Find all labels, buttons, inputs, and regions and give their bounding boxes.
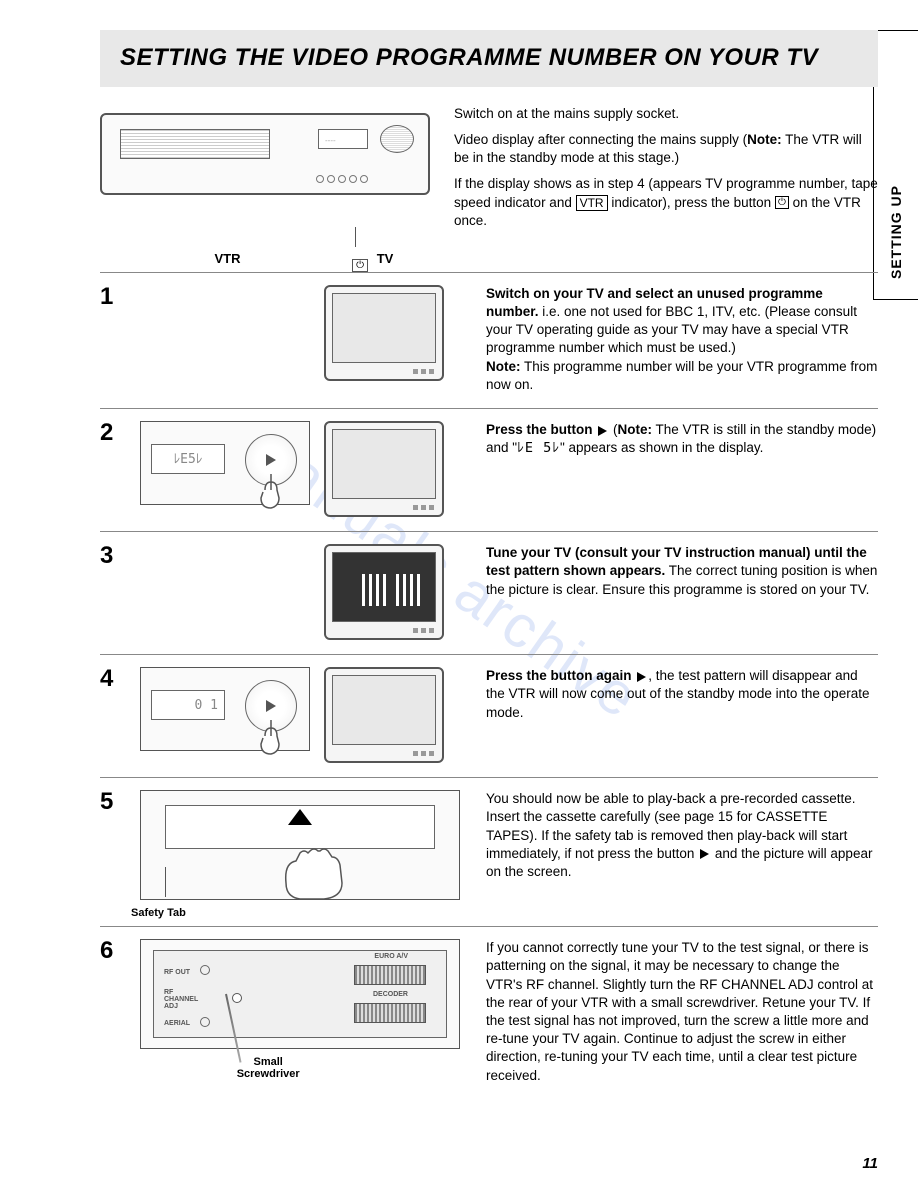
step-3: 3 Tune your TV (consult your TV instruct…	[100, 531, 878, 654]
power-icon: ⏻	[352, 259, 368, 272]
step-text: You should now be able to play-back a pr…	[486, 790, 878, 900]
tv-illustration-testpattern	[324, 544, 444, 640]
intro-p2: Video display after connecting the mains…	[454, 131, 878, 167]
step-number: 4	[100, 667, 124, 763]
step-number: 5	[100, 790, 124, 900]
header-tv: TV	[315, 251, 455, 266]
step-2: 2 ﾚE5ﾚ Press the button (Note: The VTR i…	[100, 408, 878, 531]
step-text: Press the button (Note: The VTR is still…	[486, 421, 878, 517]
step-4: 4 0 1 Press the button again , the test …	[100, 654, 878, 777]
intro-p3: If the display shows as in step 4 (appea…	[454, 175, 878, 230]
step-text: If you cannot correctly tune your TV to …	[486, 939, 878, 1085]
play-icon	[598, 426, 607, 436]
step-number: 6	[100, 939, 124, 1085]
step-text: Switch on your TV and select an unused p…	[486, 285, 878, 394]
title-box: SETTING THE VIDEO PROGRAMME NUMBER ON YO…	[100, 30, 878, 87]
step-5: 5 Safety Tab You should now be able to p…	[100, 777, 878, 926]
step-number: 3	[100, 544, 124, 640]
page-title: SETTING THE VIDEO PROGRAMME NUMBER ON YO…	[120, 44, 858, 73]
vtr-panel-illustration: 0 1	[140, 667, 310, 751]
header-vtr: VTR	[140, 251, 315, 266]
column-headers: VTR TV	[100, 251, 878, 266]
step-1: 1 Switch on your TV and select an unused…	[100, 272, 878, 408]
vcr-body-illustration: ----	[100, 113, 430, 195]
step-text: Tune your TV (consult your TV instructio…	[486, 544, 878, 640]
step-number: 1	[100, 285, 124, 394]
cassette-insert-illustration: Safety Tab	[140, 790, 460, 900]
play-icon	[700, 849, 709, 859]
tv-illustration	[324, 285, 444, 381]
finger-icon	[251, 472, 291, 512]
safety-tab-label: Safety Tab	[131, 907, 186, 919]
power-button-icon: ⏻	[775, 196, 789, 209]
tv-illustration	[324, 421, 444, 517]
finger-icon	[251, 718, 291, 758]
up-arrow-icon	[288, 809, 312, 825]
play-icon	[637, 672, 646, 682]
step-text: Press the button again , the test patter…	[486, 667, 878, 763]
hand-icon	[276, 843, 356, 903]
intro-illustration: ---- ⏻	[100, 105, 430, 243]
intro-text: Switch on at the mains supply socket. Vi…	[454, 105, 878, 243]
page-content: SETTING THE VIDEO PROGRAMME NUMBER ON YO…	[0, 0, 918, 1141]
tv-illustration	[324, 667, 444, 763]
intro-row: ---- ⏻ Switch on at the mains supply soc…	[100, 105, 878, 243]
rear-panel-illustration: RF OUT RF CHANNEL ADJ AERIAL EURO A/V DE…	[140, 939, 460, 1049]
intro-p1: Switch on at the mains supply socket.	[454, 105, 878, 123]
vtr-panel-illustration: ﾚE5ﾚ	[140, 421, 310, 505]
step-number: 2	[100, 421, 124, 517]
screwdriver-label: Small Screwdriver	[237, 1056, 300, 1080]
page-number: 11	[862, 1155, 878, 1172]
step-6: 6 RF OUT RF CHANNEL ADJ AERIAL EURO A/V …	[100, 926, 878, 1121]
